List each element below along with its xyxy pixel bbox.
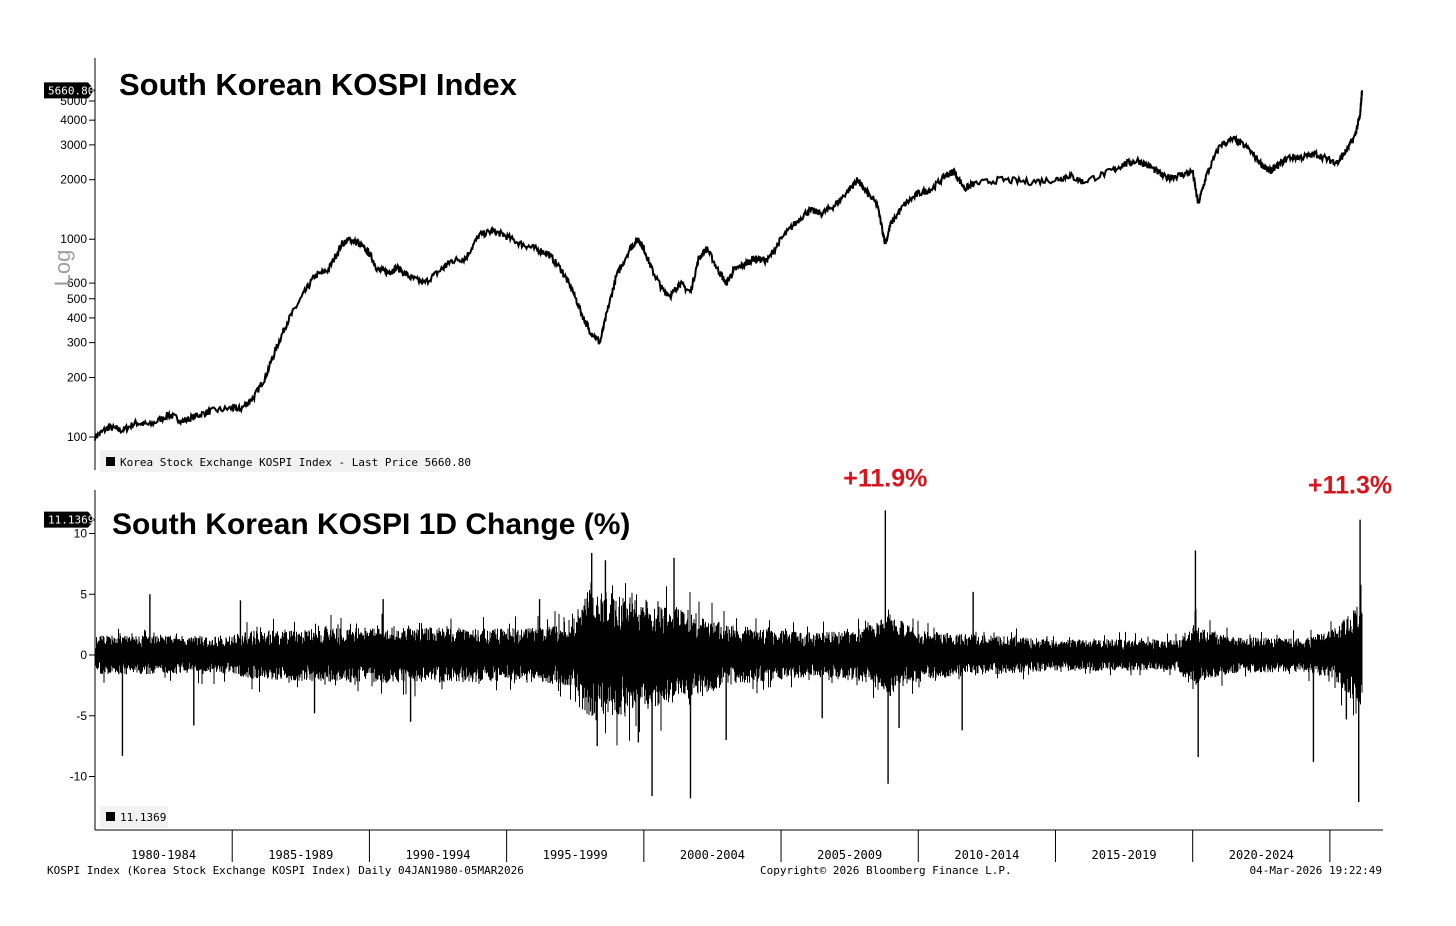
x-period-label: 1995-1999 xyxy=(543,848,608,862)
x-axis-period-labels: 1980-1984 1985-1989 1990-1994 1995-1999 2000… xyxy=(131,848,1294,862)
change-y-tick-label: 0 xyxy=(80,648,87,662)
price-y-tick-label: 100 xyxy=(67,430,87,444)
x-period-label: 1990-1994 xyxy=(406,848,471,862)
change-legend: 11.1369 xyxy=(100,806,168,828)
footer-timestamp: 04-Mar-2026 19:22:49 xyxy=(1250,864,1382,877)
price-y-tick-label: 200 xyxy=(67,370,87,384)
x-period-label: 1980-1984 xyxy=(131,848,196,862)
price-y-tick-label: 500 xyxy=(67,292,87,306)
x-axis: 1980-1984 1985-1989 1990-1994 1995-1999 2000… xyxy=(95,829,1383,862)
change-y-tick-label: -10 xyxy=(70,770,88,784)
change-y-tick-label: -5 xyxy=(76,709,87,723)
change-last-value-label: 11.1369 xyxy=(48,514,94,527)
x-period-label: 2015-2019 xyxy=(1092,848,1157,862)
price-legend: Korea Stock Exchange KOSPI Index - Last … xyxy=(100,450,471,472)
change-y-tick-label: 5 xyxy=(80,587,87,601)
footer: KOSPI Index (Korea Stock Exchange KOSPI … xyxy=(47,864,1382,877)
change-panel: 10 5 0 -5 -10 South Korean KOSPI 1D Change (… xyxy=(44,464,1392,830)
price-last-value-tag: 5660.80 xyxy=(44,82,95,99)
price-y-tick-label: 600 xyxy=(67,276,87,290)
change-annotation: +11.9% xyxy=(843,464,927,492)
change-chart-title: South Korean KOSPI 1D Change (%) xyxy=(112,508,630,541)
price-y-tick-label: 1000 xyxy=(60,232,87,246)
price-y-tick-label: 300 xyxy=(67,336,87,350)
price-legend-swatch xyxy=(106,457,115,466)
change-annotations: +11.9% +11.3% xyxy=(843,464,1392,499)
footer-source: KOSPI Index (Korea Stock Exchange KOSPI … xyxy=(47,864,524,877)
change-last-value-tag: 11.1369 xyxy=(44,511,95,528)
x-period-label: 2005-2009 xyxy=(817,848,882,862)
x-period-label: 2000-2004 xyxy=(680,848,745,862)
change-y-tick-label: 10 xyxy=(74,527,88,541)
change-legend-text: 11.1369 xyxy=(120,811,166,824)
change-legend-swatch xyxy=(106,812,115,821)
price-y-tick-label: 3000 xyxy=(60,138,87,152)
price-last-value-label: 5660.80 xyxy=(48,84,94,97)
price-y-tick-label: 400 xyxy=(67,311,87,325)
price-y-tick-label: 2000 xyxy=(60,173,87,187)
x-period-label: 2010-2014 xyxy=(954,848,1019,862)
x-period-label: 2020-2024 xyxy=(1229,848,1294,862)
price-y-axis-label: Log xyxy=(50,250,75,287)
price-y-tick-label: 4000 xyxy=(60,113,87,127)
price-chart-title: South Korean KOSPI Index xyxy=(119,67,518,102)
x-period-label: 1985-1989 xyxy=(268,848,333,862)
change-series-bars xyxy=(95,582,1363,746)
change-annotation: +11.3% xyxy=(1308,472,1392,500)
change-y-ticks: 10 5 0 -5 -10 xyxy=(70,527,95,784)
price-legend-text: Korea Stock Exchange KOSPI Index - Last … xyxy=(120,456,471,469)
price-series-line xyxy=(94,90,1363,441)
change-series-spikes xyxy=(121,510,1361,803)
footer-copyright: Copyright© 2026 Bloomberg Finance L.P. xyxy=(760,864,1012,877)
x-axis-period-dividers xyxy=(231,830,1331,862)
